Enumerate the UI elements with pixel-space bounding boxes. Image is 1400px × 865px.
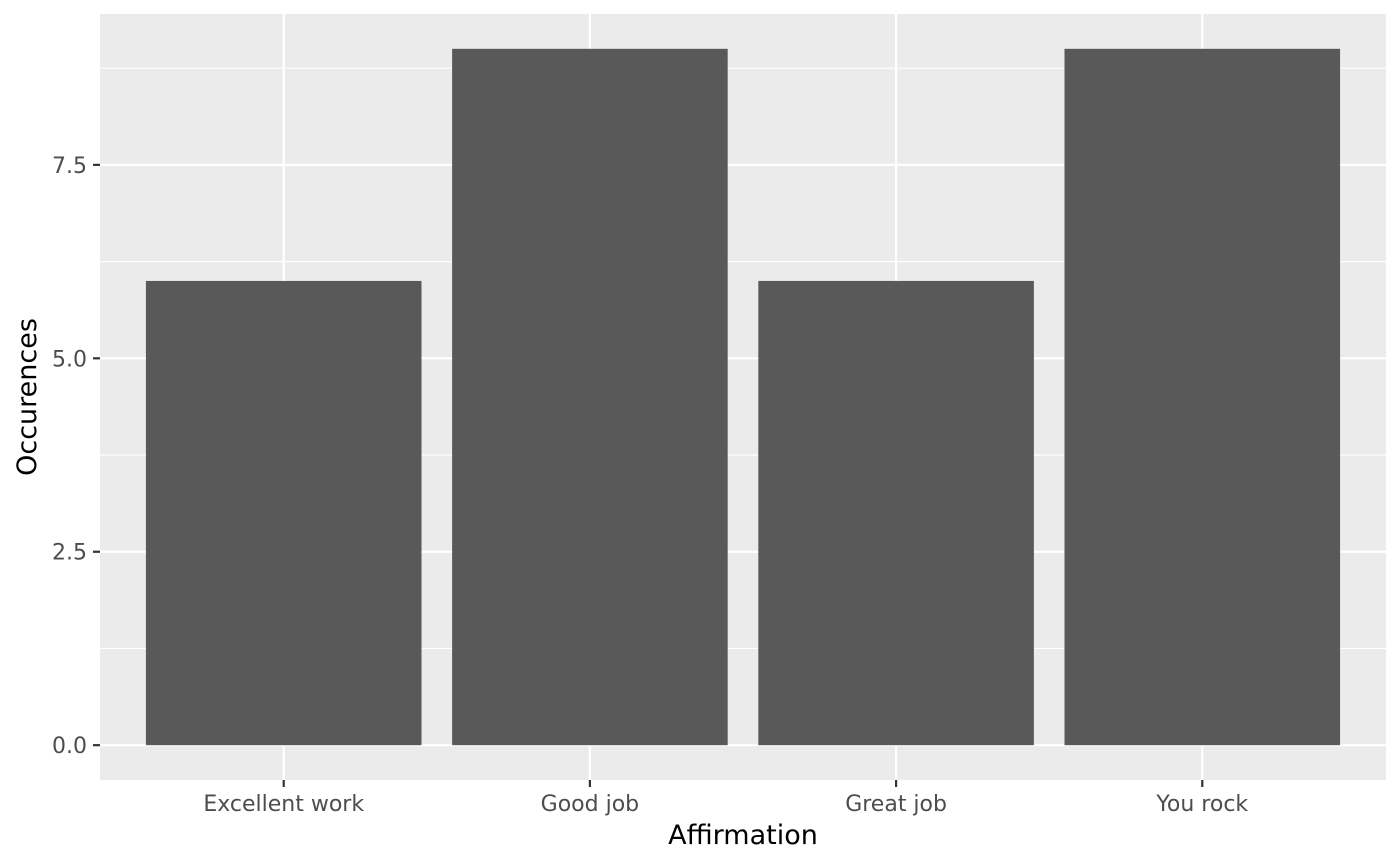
x-tick-label: Good job [541, 792, 639, 817]
y-tick-label: 0.0 [52, 734, 87, 759]
x-tick-label: Excellent work [203, 792, 364, 817]
x-tick-label: Great job [845, 792, 947, 817]
bar [145, 280, 422, 746]
bars [145, 48, 1341, 746]
bar [1064, 48, 1341, 746]
y-axis-title: Occurences [12, 318, 43, 476]
y-tick-label: 7.5 [52, 154, 87, 179]
y-tick-label: 2.5 [52, 541, 87, 566]
bar [758, 280, 1034, 746]
y-axis: 0.0 2.5 5.0 7.5 [52, 154, 100, 759]
x-tick-label: You rock [1155, 792, 1248, 817]
x-axis: Excellent work Good job Great job You rock [203, 780, 1248, 817]
y-tick-label: 5.0 [52, 347, 87, 372]
x-axis-title: Affirmation [668, 820, 818, 851]
bar [452, 48, 728, 746]
